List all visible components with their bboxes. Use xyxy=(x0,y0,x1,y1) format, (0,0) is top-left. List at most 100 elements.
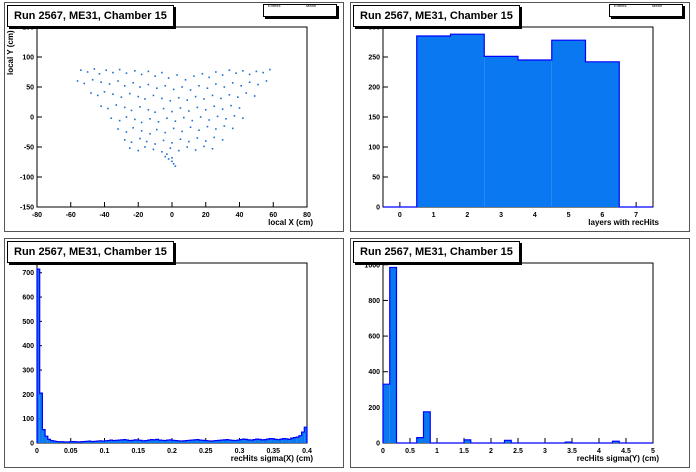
data-point xyxy=(245,92,248,94)
histogram-bar xyxy=(231,440,235,443)
data-point xyxy=(203,145,205,148)
histogram-bar xyxy=(263,439,267,443)
histogram-bar xyxy=(416,36,451,207)
data-point xyxy=(228,69,231,71)
data-point xyxy=(201,73,204,75)
histogram-bar xyxy=(91,441,94,443)
histogram-bar xyxy=(228,440,232,443)
histogram-bar xyxy=(53,441,56,443)
x-tick-label: 0 xyxy=(398,212,402,219)
data-point xyxy=(83,82,86,85)
histogram-bar xyxy=(247,439,251,443)
histogram-bar xyxy=(182,440,186,443)
data-point xyxy=(137,149,140,152)
y-tick-label: 300 xyxy=(22,368,34,375)
data-point xyxy=(199,116,202,118)
data-point xyxy=(265,80,268,82)
y-tick-label: 50 xyxy=(372,175,380,182)
data-point xyxy=(139,106,141,108)
y-tick-label: 700 xyxy=(22,270,34,277)
data-point xyxy=(166,153,168,155)
data-point xyxy=(216,115,219,118)
histogram-bar xyxy=(450,34,485,208)
panel-layers-with-rechits: 0 1 2 3 4 5 6 7 0 50 100 150 200 250 300 Run 2567, ME3… xyxy=(350,2,690,232)
y-tick-label: -100 xyxy=(20,175,34,182)
x-tick-label: -80 xyxy=(32,212,42,219)
data-point xyxy=(172,127,175,130)
histogram-bar xyxy=(145,440,148,443)
x-tick-label: 0.5 xyxy=(405,448,415,455)
y-tick-label: 800 xyxy=(368,298,380,305)
histogram-bar xyxy=(239,439,243,443)
data-point xyxy=(118,68,121,71)
data-point xyxy=(108,83,111,85)
histogram-bar xyxy=(223,439,226,443)
data-point xyxy=(198,129,200,131)
y-tick-label: 600 xyxy=(368,334,380,341)
data-point xyxy=(167,77,170,79)
data-point xyxy=(90,92,92,94)
data-point xyxy=(231,82,234,84)
data-point xyxy=(145,140,148,143)
histogram-bar xyxy=(285,438,289,443)
histogram-bar xyxy=(271,438,275,443)
y-tick-label: 600 xyxy=(22,295,34,302)
histogram-bar xyxy=(139,440,143,443)
data-point xyxy=(156,87,158,89)
x-tick-label: 1 xyxy=(435,448,439,455)
plot-title: Run 2567, ME31, Chamber 15 xyxy=(353,5,520,27)
histogram-bar xyxy=(288,439,291,443)
data-point xyxy=(91,79,94,81)
histogram-bar xyxy=(301,432,305,443)
histogram-bar xyxy=(215,440,218,443)
y-tick-label: -50 xyxy=(24,145,34,152)
data-point xyxy=(103,91,106,93)
histogram-bar xyxy=(161,440,164,443)
data-point xyxy=(171,142,173,144)
y-tick-label: 1000 xyxy=(364,262,380,269)
histogram-bar xyxy=(82,441,86,443)
histogram-bar xyxy=(109,440,113,443)
histogram-bar xyxy=(296,437,299,443)
data-point xyxy=(154,111,156,113)
histogram-bar xyxy=(204,440,208,443)
data-point xyxy=(154,75,156,77)
data-point xyxy=(166,117,168,119)
y-tick-label: 150 xyxy=(368,115,380,122)
histogram-bar xyxy=(58,441,62,443)
data-point xyxy=(123,85,126,87)
data-point xyxy=(169,100,172,102)
y-tick-label: 250 xyxy=(368,55,380,62)
x-tick-label: 0.3 xyxy=(235,448,245,455)
histogram-bar xyxy=(118,440,121,443)
data-point xyxy=(123,139,126,141)
data-point xyxy=(223,125,226,127)
data-point xyxy=(125,116,128,118)
plot-frame xyxy=(36,262,308,444)
data-point xyxy=(204,140,207,142)
data-point xyxy=(186,146,188,148)
x-tick-label: 0.15 xyxy=(131,448,145,455)
x-tick-label: -40 xyxy=(99,212,109,219)
histogram-bar xyxy=(174,440,178,443)
x-axis-label: recHits sigma(Y) (cm) xyxy=(576,454,659,463)
histogram-outline xyxy=(383,33,653,208)
data-point xyxy=(117,80,119,82)
data-point xyxy=(262,71,264,74)
data-point xyxy=(118,119,121,122)
data-point xyxy=(162,107,165,110)
histogram-bar xyxy=(169,439,172,443)
data-point xyxy=(144,146,146,148)
sigma-y-histogram: 0 0.5 1 1.5 2 2.5 3 3.5 4 4.5 5 0 200 400 600 800 1000 xyxy=(364,262,655,455)
data-point xyxy=(152,94,155,97)
x-tick-label: 20 xyxy=(202,212,210,219)
histogram-bar xyxy=(101,441,105,443)
histogram-bar xyxy=(551,40,586,208)
data-point xyxy=(221,74,224,76)
data-point xyxy=(181,86,183,88)
data-point xyxy=(86,71,89,73)
histogram-bar xyxy=(207,440,210,443)
data-point xyxy=(105,69,107,71)
y-tick-label: 0 xyxy=(376,441,380,448)
stats-mean-label: Mean xyxy=(306,3,317,8)
